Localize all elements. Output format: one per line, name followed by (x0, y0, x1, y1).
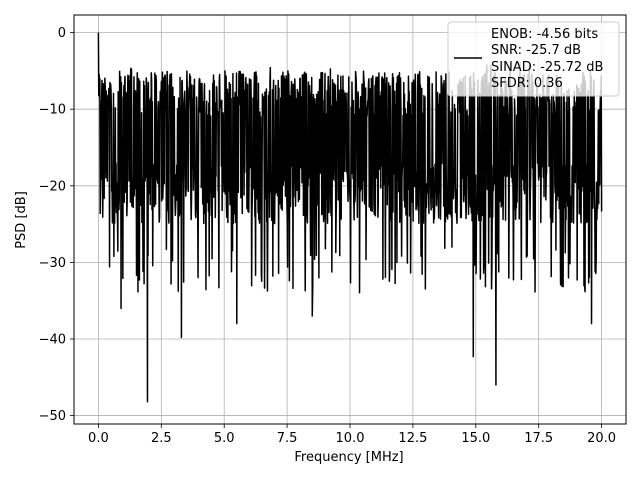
y-tick-label: −20 (39, 179, 66, 194)
x-axis-label: Frequency [MHz] (294, 450, 403, 465)
psd-series-line (97, 32, 603, 403)
y-tick-label: −10 (39, 103, 66, 118)
plot-area (97, 32, 603, 403)
x-tick-label: 15.0 (461, 431, 490, 446)
x-tick-label: 7.5 (277, 431, 298, 446)
x-tick-label: 5.0 (214, 431, 235, 446)
x-axis: 0.0 2.5 5.0 7.5 10.0 12.5 15.0 17.5 20.0 (88, 424, 616, 446)
y-tick-label: 0 (58, 26, 66, 41)
x-tick-label: 20.0 (587, 431, 616, 446)
legend-line-snr: SNR: -25.7 dB (491, 43, 581, 58)
legend-line-sfdr: SFDR: 0.36 (491, 76, 563, 91)
legend-line-enob: ENOB: -4.56 bits (491, 27, 598, 42)
legend-box (447, 21, 620, 97)
x-tick-label: 0.0 (88, 431, 109, 446)
x-tick-label: 17.5 (524, 431, 553, 446)
y-axis-label: PSD [dB] (14, 191, 29, 249)
legend: ENOB: -4.56 bits SNR: -25.7 dB SINAD: -2… (447, 21, 620, 97)
y-tick-label: −40 (39, 332, 66, 347)
y-tick-label: −50 (39, 409, 66, 424)
series-group (97, 32, 603, 403)
x-tick-label: 2.5 (151, 431, 172, 446)
legend-line-sinad: SINAD: -25.72 dB (491, 60, 603, 75)
x-tick-label: 12.5 (398, 431, 427, 446)
y-axis: 0 −10 −20 −30 −40 −50 (39, 26, 74, 424)
y-tick-label: −30 (39, 256, 66, 271)
x-tick-label: 10.0 (336, 431, 365, 446)
